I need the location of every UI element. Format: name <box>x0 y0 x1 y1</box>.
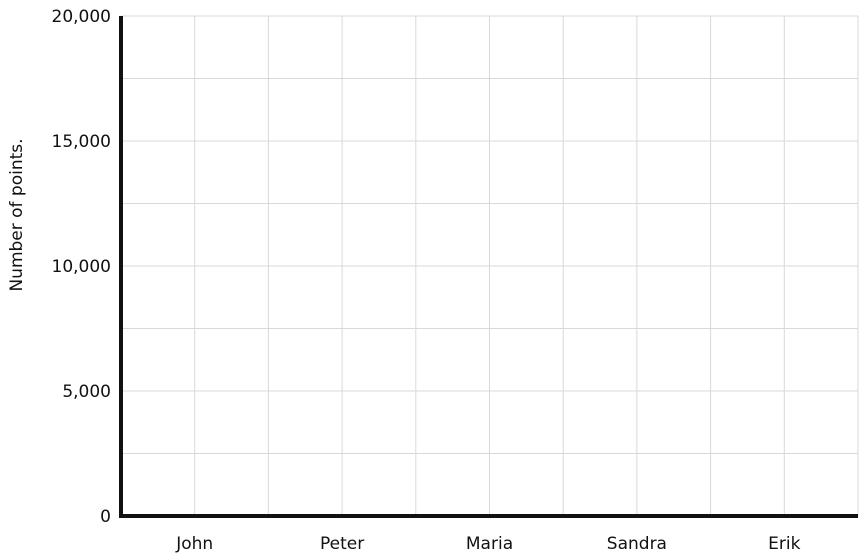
y-tick-label: 15,000 <box>52 132 111 152</box>
x-tick-label: Peter <box>320 534 364 554</box>
x-tick-label: John <box>175 534 213 554</box>
y-tick-label: 5,000 <box>62 382 111 402</box>
x-tick-label: Sandra <box>607 534 667 554</box>
y-axis-ticks: 0 5,000 10,000 15,000 20,000 <box>52 7 111 527</box>
y-tick-label: 0 <box>100 507 111 527</box>
x-axis-ticks: John Peter Maria Sandra Erik <box>175 534 800 554</box>
grid-lines <box>121 15 859 516</box>
x-tick-label: Maria <box>466 534 513 554</box>
y-tick-label: 20,000 <box>52 7 111 27</box>
x-tick-label: Erik <box>768 534 800 554</box>
y-axis-label: Number of points. <box>7 138 27 291</box>
y-tick-label: 10,000 <box>52 257 111 277</box>
